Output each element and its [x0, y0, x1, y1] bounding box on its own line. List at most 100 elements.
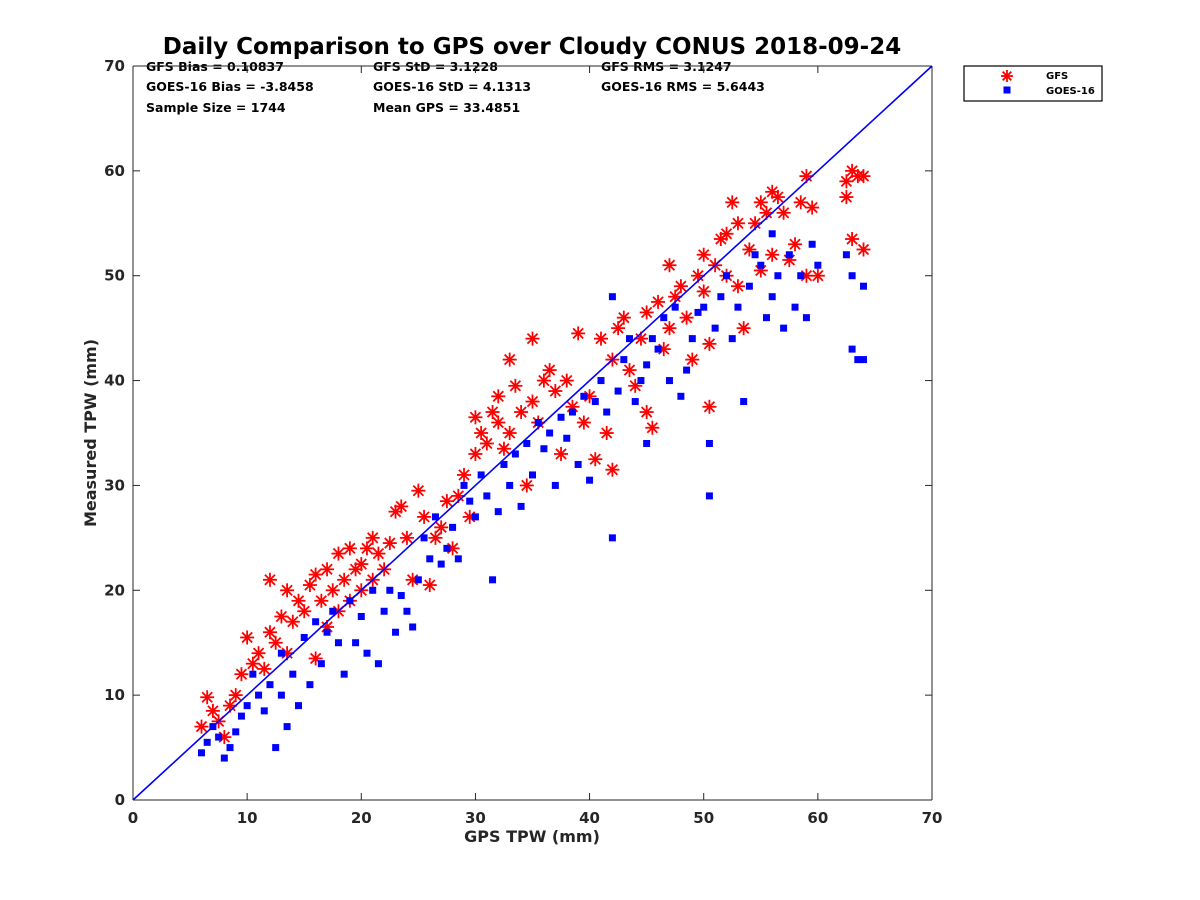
- goes16-point: [454, 555, 462, 563]
- gfs-point: [262, 625, 277, 640]
- goes16-point: [540, 445, 548, 453]
- gfs-point: [382, 536, 397, 551]
- y-tick-label: 30: [104, 476, 125, 494]
- goes16-point: [220, 754, 228, 762]
- gfs-point: [354, 557, 369, 572]
- goes16-point: [437, 560, 445, 568]
- gfs-point: [240, 630, 255, 645]
- gfs-point: [308, 567, 323, 582]
- goes16-series: [197, 230, 868, 762]
- goes16-point: [620, 356, 628, 364]
- goes16-point: [762, 314, 770, 322]
- gfs-point: [702, 399, 717, 414]
- gfs-point: [331, 546, 346, 561]
- goes16-point: [568, 408, 576, 416]
- x-tick-label: 20: [351, 809, 372, 827]
- goes16-point: [660, 314, 668, 322]
- y-tick-label: 50: [104, 267, 125, 285]
- x-tick-label: 10: [237, 809, 258, 827]
- goes16-point: [854, 356, 862, 364]
- goes16-point: [277, 691, 285, 699]
- goes16-point: [420, 534, 428, 542]
- goes16-point: [785, 251, 793, 259]
- goes16-point: [608, 293, 616, 301]
- gfs-point: [411, 483, 426, 498]
- y-tick-label: 60: [104, 162, 125, 180]
- goes16-point: [414, 576, 422, 584]
- goes16-point: [489, 576, 497, 584]
- gfs-point: [536, 373, 551, 388]
- stat-text: Sample Size = 1744: [146, 100, 286, 115]
- goes16-point: [374, 660, 382, 668]
- goes16-point: [289, 670, 297, 678]
- goes16-point: [780, 324, 788, 332]
- gfs-point: [554, 446, 569, 461]
- gfs-point: [571, 326, 586, 341]
- goes16-point: [751, 251, 759, 259]
- goes16-point: [626, 335, 634, 343]
- gfs-point: [457, 467, 472, 482]
- goes16-point: [860, 356, 868, 364]
- goes16-point: [717, 293, 725, 301]
- gfs-point: [548, 384, 563, 399]
- goes16-point: [295, 702, 303, 710]
- gfs-point: [645, 420, 660, 435]
- goes16-point: [614, 387, 622, 395]
- plot-area: 0 10 20 30 40 50 60 70 0 10 20 30 40 50 60 70: [104, 57, 942, 827]
- gfs-point: [468, 410, 483, 425]
- gfs-point: [542, 363, 557, 378]
- gfs-point: [365, 530, 380, 545]
- gfs-point: [525, 331, 540, 346]
- goes16-point: [808, 240, 816, 248]
- gfs-point: [280, 583, 295, 598]
- gfs-point: [519, 478, 534, 493]
- legend-gfs-label: GFS: [1046, 71, 1068, 82]
- goes16-point: [471, 513, 479, 521]
- gfs-point: [622, 363, 637, 378]
- y-axis-label: Measured TPW (mm): [81, 339, 100, 527]
- goes16-point: [586, 476, 594, 484]
- goes16-point: [477, 471, 485, 479]
- legend-goes16-marker: [1003, 86, 1011, 94]
- goes16-point: [768, 293, 776, 301]
- goes16-point: [323, 628, 331, 636]
- goes16-point: [386, 586, 394, 594]
- gfs-point: [285, 614, 300, 629]
- gfs-point: [662, 258, 677, 273]
- gfs-point: [593, 331, 608, 346]
- y-tick-label: 70: [104, 57, 125, 75]
- gfs-point: [245, 656, 260, 671]
- goes16-point: [671, 303, 679, 311]
- gfs-point: [605, 462, 620, 477]
- gfs-point: [845, 232, 860, 247]
- gfs-point: [639, 405, 654, 420]
- goes16-point: [340, 670, 348, 678]
- gfs-point: [559, 373, 574, 388]
- gfs-point: [856, 169, 871, 184]
- goes16-point: [431, 513, 439, 521]
- stat-text: GOES-16 Bias = -3.8458: [146, 79, 314, 94]
- goes16-point: [483, 492, 491, 500]
- gfs-point: [434, 520, 449, 535]
- goes16-point: [745, 282, 753, 290]
- gfs-point: [194, 719, 209, 734]
- goes16-point: [363, 649, 371, 657]
- goes16-point: [226, 744, 234, 752]
- gfs-point: [479, 436, 494, 451]
- gfs-point: [417, 509, 432, 524]
- stats-block: GFS Bias = 0.10837 GFS StD = 3.1228 GFS RM…: [146, 59, 765, 115]
- goes16-point: [249, 670, 257, 678]
- goes16-point: [352, 639, 360, 647]
- gfs-point: [725, 195, 740, 210]
- goes16-point: [426, 555, 434, 563]
- x-axis-label: GPS TPW (mm): [464, 827, 600, 846]
- gfs-point: [257, 661, 272, 676]
- goes16-point: [654, 345, 662, 353]
- gfs-point: [291, 593, 306, 608]
- gfs-point: [673, 279, 688, 294]
- goes16-point: [300, 633, 308, 641]
- x-tick-label: 60: [807, 809, 828, 827]
- x-tick-label: 30: [465, 809, 486, 827]
- gfs-point: [611, 321, 626, 336]
- goes16-point: [523, 439, 531, 447]
